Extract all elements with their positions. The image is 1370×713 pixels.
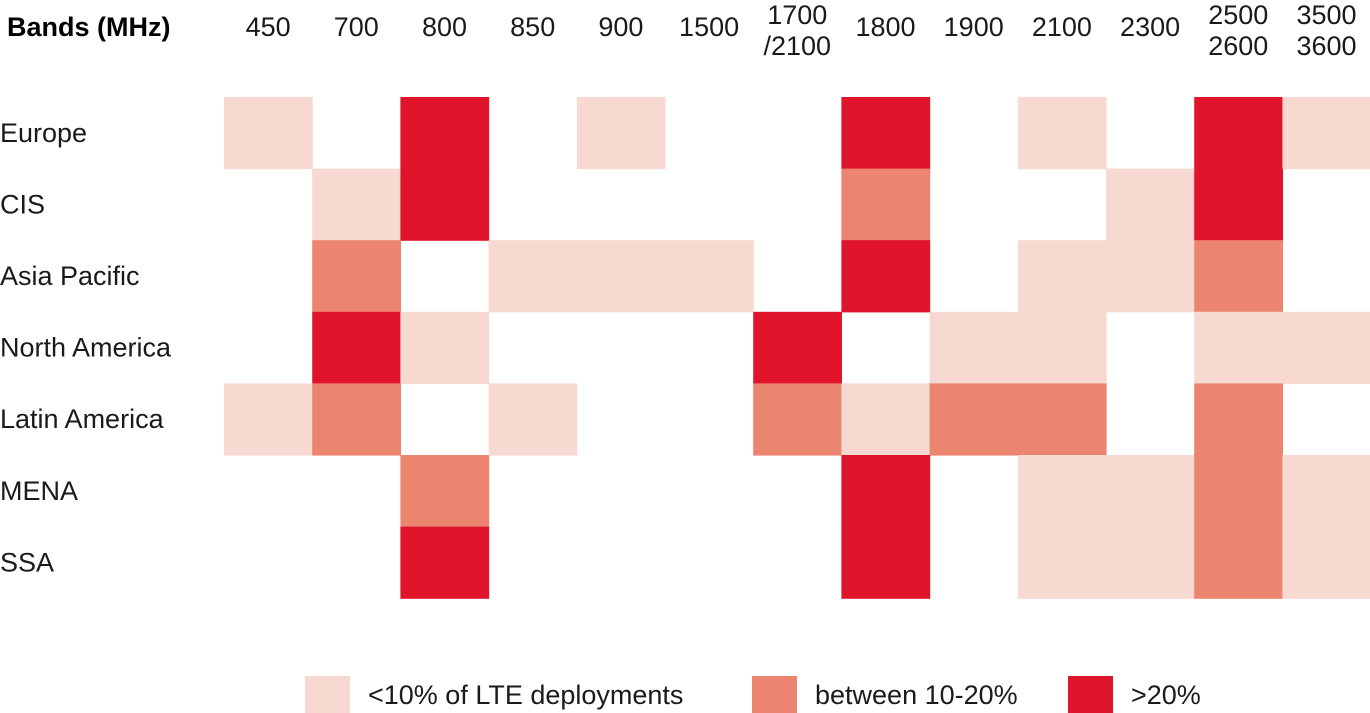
legend: <10% of LTE deployments between 10-20% >20… (305, 676, 1201, 713)
column-label-12: 3500 3600 (1296, 0, 1356, 61)
cell-asia-pacific-1800 (841, 240, 931, 313)
heatmap-cells (224, 97, 1370, 599)
cell-asia-pacific-2300 (1106, 240, 1195, 313)
column-label-10: 2300 (1120, 12, 1180, 42)
cell-ssa-35003600 (1282, 526, 1370, 599)
cell-ssa-25002600 (1194, 526, 1283, 599)
cell-north-america-1900 (929, 311, 1019, 384)
row-label-5: MENA (0, 476, 78, 506)
bands-header: Bands (MHz) (7, 12, 171, 42)
row-label-2: Asia Pacific (0, 261, 140, 291)
cell-asia-pacific-700 (312, 240, 401, 313)
cell-north-america-700 (312, 311, 401, 384)
cell-cis-700 (312, 168, 401, 241)
cell-europe-1800 (841, 97, 931, 170)
column-label-8: 1900 (944, 12, 1004, 42)
cell-asia-pacific-25002600 (1194, 240, 1283, 313)
cell-europe-450 (224, 97, 313, 170)
legend-label-2: >20% (1131, 680, 1201, 710)
column-label-4: 900 (598, 12, 643, 42)
legend-label-1: between 10-20% (815, 680, 1018, 710)
column-label-11: 2500 2600 (1208, 0, 1268, 61)
row-labels: Europe CIS Asia Pacific North America Latin … (0, 118, 172, 578)
cell-north-america-2100 (1017, 311, 1107, 384)
row-label-1: CIS (0, 189, 45, 219)
cell-europe-800 (400, 97, 490, 170)
cell-ssa-800 (400, 526, 490, 599)
legend-label-0: <10% of LTE deployments (368, 680, 683, 710)
cell-north-america-25002600 (1194, 311, 1283, 384)
column-label-5: 1500 (679, 12, 739, 42)
column-labels: 450 700 800 850 900 1500 1700/2100 1800 1900 2100… (246, 0, 1357, 61)
cell-europe-35003600 (1282, 97, 1370, 170)
cell-latin-america-450 (224, 383, 313, 456)
column-label-9: 2100 (1032, 12, 1092, 42)
cell-latin-america-850 (488, 383, 578, 456)
cell-north-america-35003600 (1282, 311, 1370, 384)
cell-latin-america-1700/2100 (753, 383, 842, 456)
cell-asia-pacific-850 (488, 240, 578, 313)
cell-europe-900 (576, 97, 666, 170)
cell-latin-america-1800 (841, 383, 931, 456)
legend-swatch-1 (752, 676, 797, 713)
cell-asia-pacific-900 (576, 240, 666, 313)
legend-swatch-2 (1068, 676, 1113, 713)
column-label-6: 1700/2100 (764, 0, 832, 61)
cell-europe-25002600 (1194, 97, 1283, 170)
column-label-7: 1800 (855, 12, 915, 42)
row-label-6: SSA (0, 547, 54, 577)
cell-cis-2300 (1106, 168, 1195, 241)
column-label-1: 700 (334, 12, 379, 42)
cell-mena-1800 (841, 455, 931, 528)
cell-mena-2300 (1106, 455, 1195, 528)
legend-swatch-0 (305, 676, 350, 713)
cell-north-america-800 (400, 311, 490, 384)
column-label-2: 800 (422, 12, 467, 42)
column-label-3: 850 (510, 12, 555, 42)
cell-latin-america-2100 (1017, 383, 1107, 456)
cell-asia-pacific-2100 (1017, 240, 1107, 313)
cell-cis-800 (400, 168, 490, 241)
cell-ssa-2100 (1017, 526, 1107, 599)
row-label-4: Latin America (0, 404, 165, 434)
cell-mena-2100 (1017, 455, 1107, 528)
cell-ssa-1800 (841, 526, 931, 599)
cell-mena-35003600 (1282, 455, 1370, 528)
cell-cis-1800 (841, 168, 931, 241)
cell-europe-2100 (1017, 97, 1107, 170)
cell-latin-america-1900 (929, 383, 1019, 456)
cell-north-america-1700/2100 (753, 311, 842, 384)
row-label-0: Europe (0, 118, 87, 148)
cell-mena-800 (400, 455, 490, 528)
row-label-3: North America (0, 333, 172, 363)
cell-mena-25002600 (1194, 455, 1283, 528)
column-label-0: 450 (246, 12, 291, 42)
cell-cis-25002600 (1194, 168, 1283, 241)
cell-latin-america-25002600 (1194, 383, 1283, 456)
cell-latin-america-700 (312, 383, 401, 456)
cell-ssa-2300 (1106, 526, 1195, 599)
cell-asia-pacific-1500 (665, 240, 754, 313)
